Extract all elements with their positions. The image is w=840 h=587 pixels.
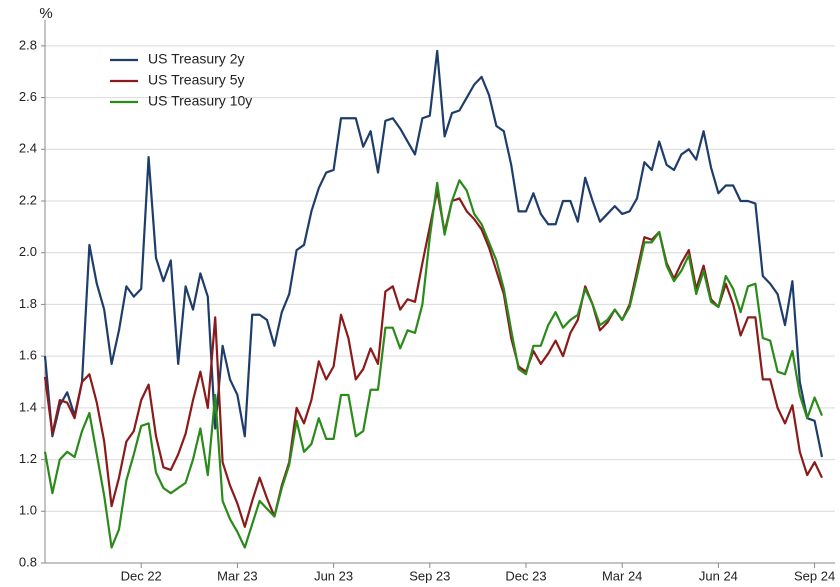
y-tick-label: 2.0 bbox=[19, 244, 37, 259]
legend-label: US Treasury 2y bbox=[148, 51, 244, 67]
y-tick-label: 1.6 bbox=[19, 348, 37, 363]
x-tick-label: Jun 23 bbox=[314, 568, 353, 583]
x-tick-label: Jun 24 bbox=[699, 568, 738, 583]
legend-label: US Treasury 5y bbox=[148, 72, 244, 88]
y-tick-label: 1.4 bbox=[19, 399, 37, 414]
y-tick-label: 1.8 bbox=[19, 296, 37, 311]
y-tick-label: 2.6 bbox=[19, 89, 37, 104]
y-tick-label: 2.4 bbox=[19, 141, 37, 156]
legend-label: US Treasury 10y bbox=[148, 93, 252, 109]
y-tick-label: 0.8 bbox=[19, 554, 37, 569]
x-tick-label: Mar 23 bbox=[217, 568, 257, 583]
series-line bbox=[43, 179, 824, 549]
x-tick-label: Mar 24 bbox=[602, 568, 642, 583]
y-axis-label: % bbox=[39, 5, 52, 22]
y-tick-label: 2.8 bbox=[19, 37, 37, 52]
series-line bbox=[43, 189, 823, 528]
x-tick-label: Dec 23 bbox=[505, 568, 546, 583]
x-tick-label: Sep 24 bbox=[794, 568, 835, 583]
y-tick-label: 1.2 bbox=[19, 451, 37, 466]
series-line bbox=[43, 49, 824, 458]
x-tick-label: Dec 22 bbox=[121, 568, 162, 583]
y-tick-label: 2.2 bbox=[19, 192, 37, 207]
y-tick-label: 1.0 bbox=[19, 503, 37, 518]
x-tick-label: Sep 23 bbox=[409, 568, 450, 583]
